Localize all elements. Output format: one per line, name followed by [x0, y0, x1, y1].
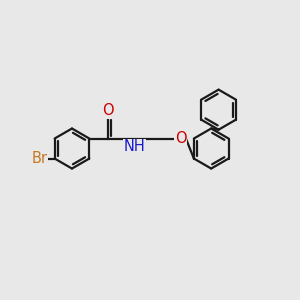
Text: NH: NH: [124, 139, 146, 154]
Text: O: O: [175, 131, 187, 146]
Text: Br: Br: [31, 151, 47, 166]
Text: O: O: [102, 103, 113, 118]
